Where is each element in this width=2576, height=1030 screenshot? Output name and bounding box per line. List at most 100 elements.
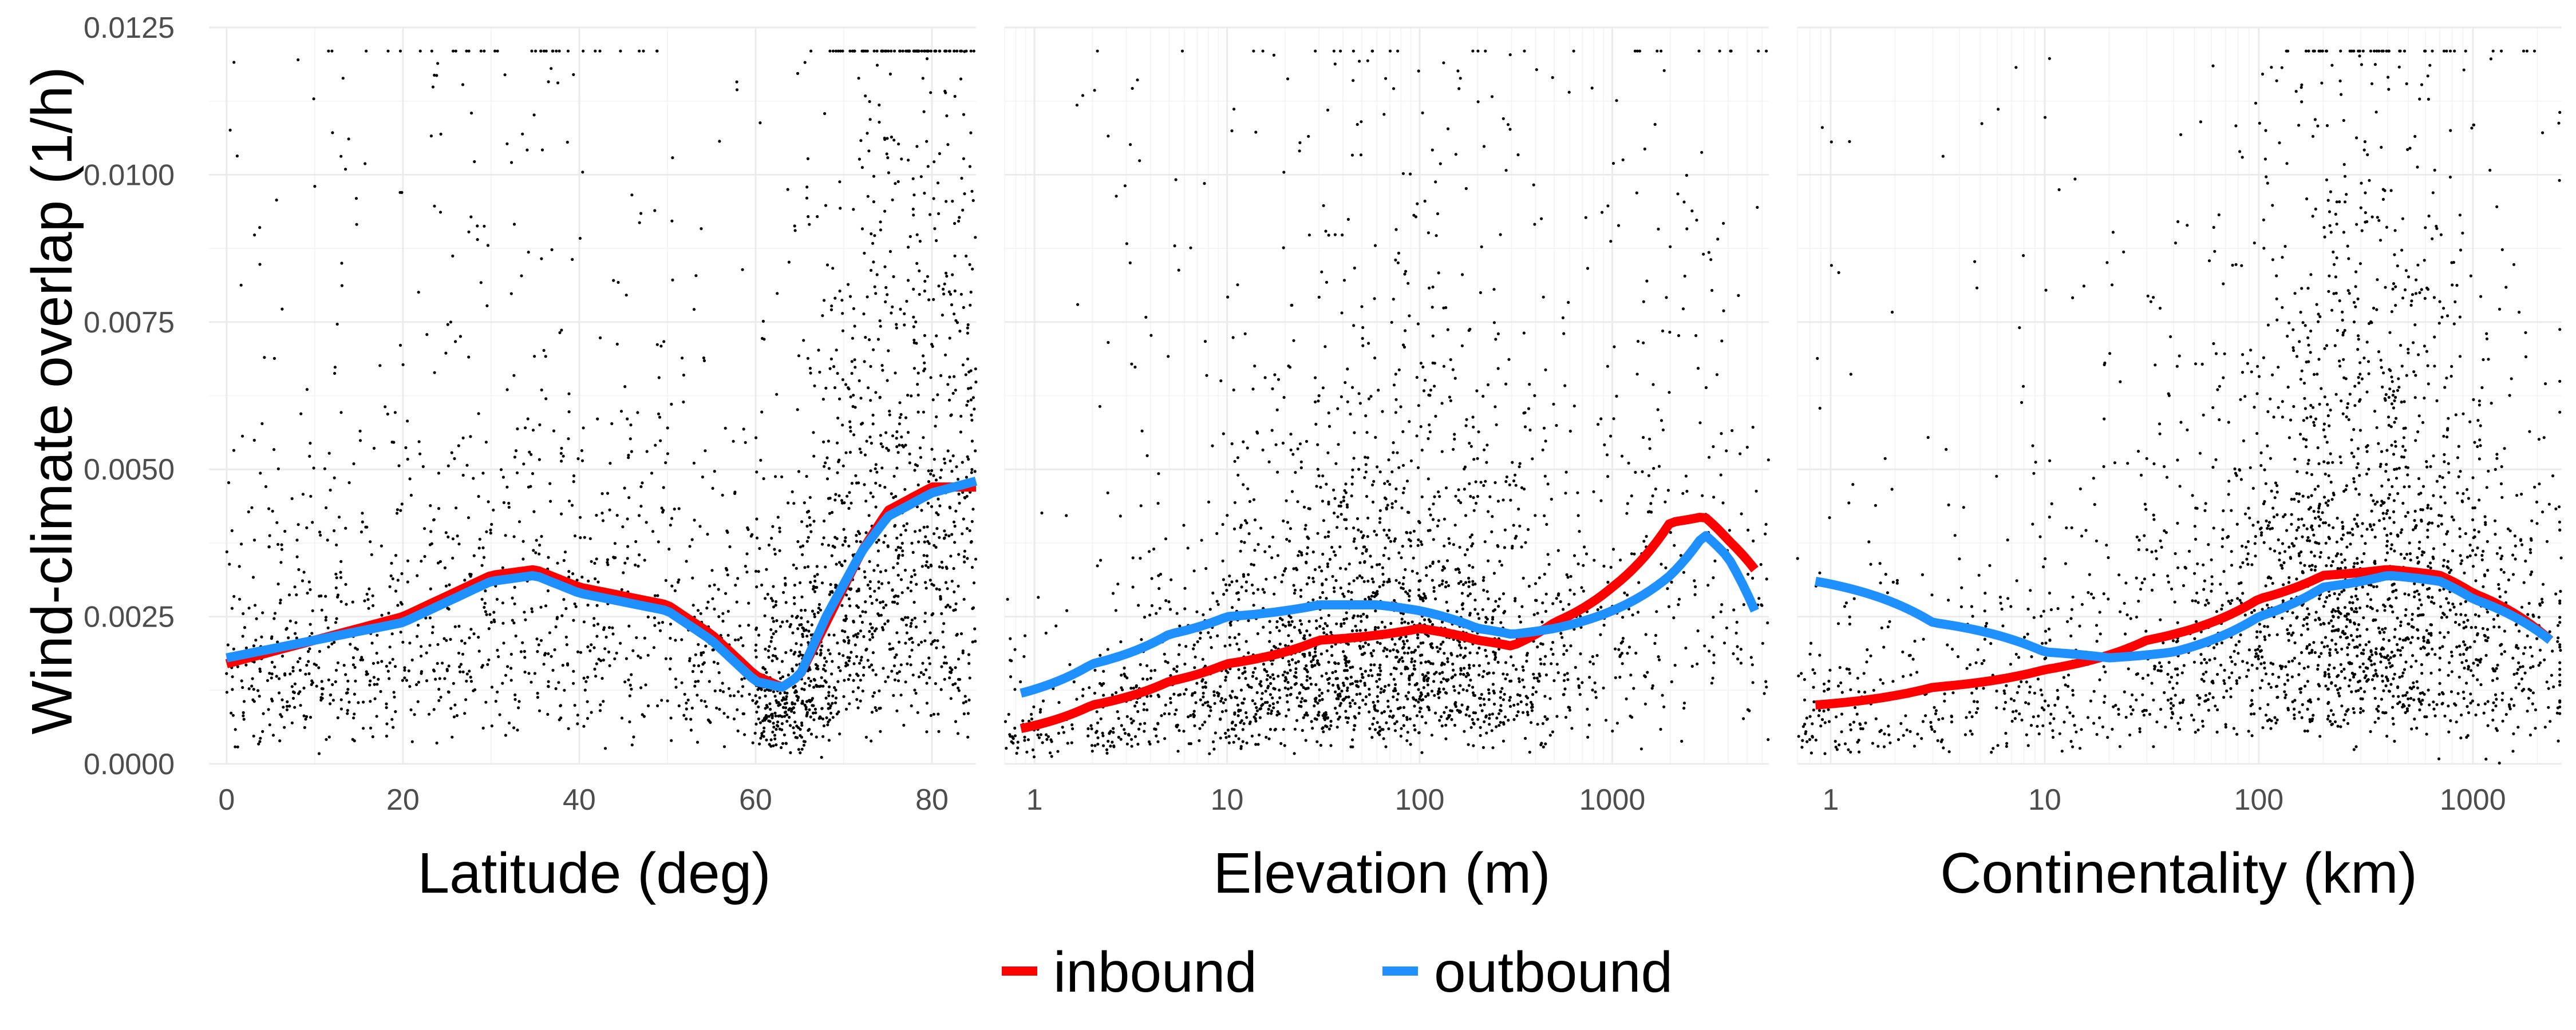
data-point: [883, 136, 886, 140]
data-point: [311, 609, 314, 612]
data-point: [457, 444, 460, 447]
data-point: [1467, 743, 1470, 746]
data-point: [1656, 49, 1659, 53]
data-point: [1404, 635, 1408, 639]
data-point: [1409, 531, 1412, 534]
data-point: [1158, 607, 1161, 610]
data-point: [895, 631, 899, 635]
data-point: [1156, 740, 1160, 743]
data-point: [831, 660, 834, 663]
data-point: [623, 561, 627, 565]
data-point: [1232, 527, 1236, 531]
data-point: [1397, 551, 1401, 554]
data-point: [1382, 554, 1385, 557]
data-point: [1373, 704, 1376, 707]
data-point: [1526, 528, 1530, 532]
data-point: [1490, 95, 1494, 98]
data-point: [694, 680, 697, 683]
data-point: [830, 304, 833, 308]
data-point: [898, 401, 902, 405]
data-point: [903, 323, 906, 327]
data-point: [1321, 552, 1325, 556]
data-point: [317, 666, 321, 670]
data-point: [1665, 296, 1668, 299]
data-point: [304, 718, 307, 721]
data-point: [1285, 694, 1289, 697]
data-point: [436, 62, 440, 65]
data-point: [1352, 457, 1356, 460]
data-point: [1279, 742, 1283, 745]
data-point: [929, 49, 933, 53]
data-point: [1568, 708, 1571, 712]
data-point: [911, 207, 915, 211]
data-point: [820, 581, 824, 585]
data-point: [1378, 585, 1381, 588]
data-point: [1316, 443, 1319, 446]
data-point: [514, 449, 518, 453]
data-point: [777, 671, 781, 674]
data-point: [912, 569, 916, 572]
data-point: [1394, 373, 1397, 376]
data-point: [1546, 553, 1550, 556]
data-point: [1061, 726, 1064, 729]
data-point: [1289, 686, 1293, 690]
data-point: [1101, 731, 1104, 735]
data-point: [808, 699, 811, 702]
data-point: [743, 733, 746, 736]
data-point: [406, 559, 410, 562]
data-point: [1224, 669, 1228, 672]
data-point: [789, 710, 793, 713]
data-point: [780, 699, 784, 702]
data-point: [1490, 530, 1494, 534]
data-point: [969, 303, 972, 307]
data-point: [1751, 426, 1755, 429]
data-point: [1169, 696, 1172, 700]
data-point: [1253, 365, 1257, 368]
data-point: [1420, 698, 1423, 702]
data-point: [499, 468, 503, 472]
data-point: [1599, 417, 1603, 421]
data-point: [654, 443, 657, 447]
data-point: [469, 215, 473, 219]
data-point: [762, 730, 765, 733]
data-point: [956, 732, 960, 735]
data-point: [1493, 657, 1497, 661]
data-point: [349, 643, 352, 646]
data-point: [1551, 602, 1555, 605]
data-point: [1635, 49, 1639, 53]
data-point: [1538, 576, 1541, 580]
data-point: [451, 735, 454, 739]
data-point: [1444, 723, 1448, 727]
data-point: [1471, 691, 1475, 695]
data-point: [415, 683, 418, 687]
data-point: [1711, 676, 1714, 680]
data-point: [386, 413, 389, 416]
data-point: [822, 440, 825, 443]
data-point: [763, 667, 767, 671]
data-point: [447, 535, 450, 539]
data-point: [1570, 727, 1574, 730]
data-point: [708, 680, 711, 683]
data-point: [1315, 718, 1318, 721]
data-point: [1416, 572, 1419, 575]
data-point: [567, 437, 570, 441]
data-point: [1498, 560, 1502, 563]
data-point: [1090, 744, 1094, 747]
data-point: [1232, 108, 1236, 111]
data-point: [799, 545, 802, 549]
data-point: [922, 110, 926, 113]
data-point: [1286, 671, 1289, 675]
data-point: [258, 695, 261, 698]
data-point: [1438, 719, 1441, 722]
data-point: [1244, 677, 1247, 680]
data-point: [791, 490, 794, 494]
data-point: [1602, 623, 1606, 627]
data-point: [560, 512, 563, 516]
data-point: [558, 718, 561, 722]
data-point: [823, 299, 826, 302]
data-point: [1318, 596, 1322, 599]
data-point: [461, 473, 465, 477]
data-point: [1240, 702, 1244, 705]
data-point: [623, 385, 627, 389]
data-point: [769, 707, 772, 711]
